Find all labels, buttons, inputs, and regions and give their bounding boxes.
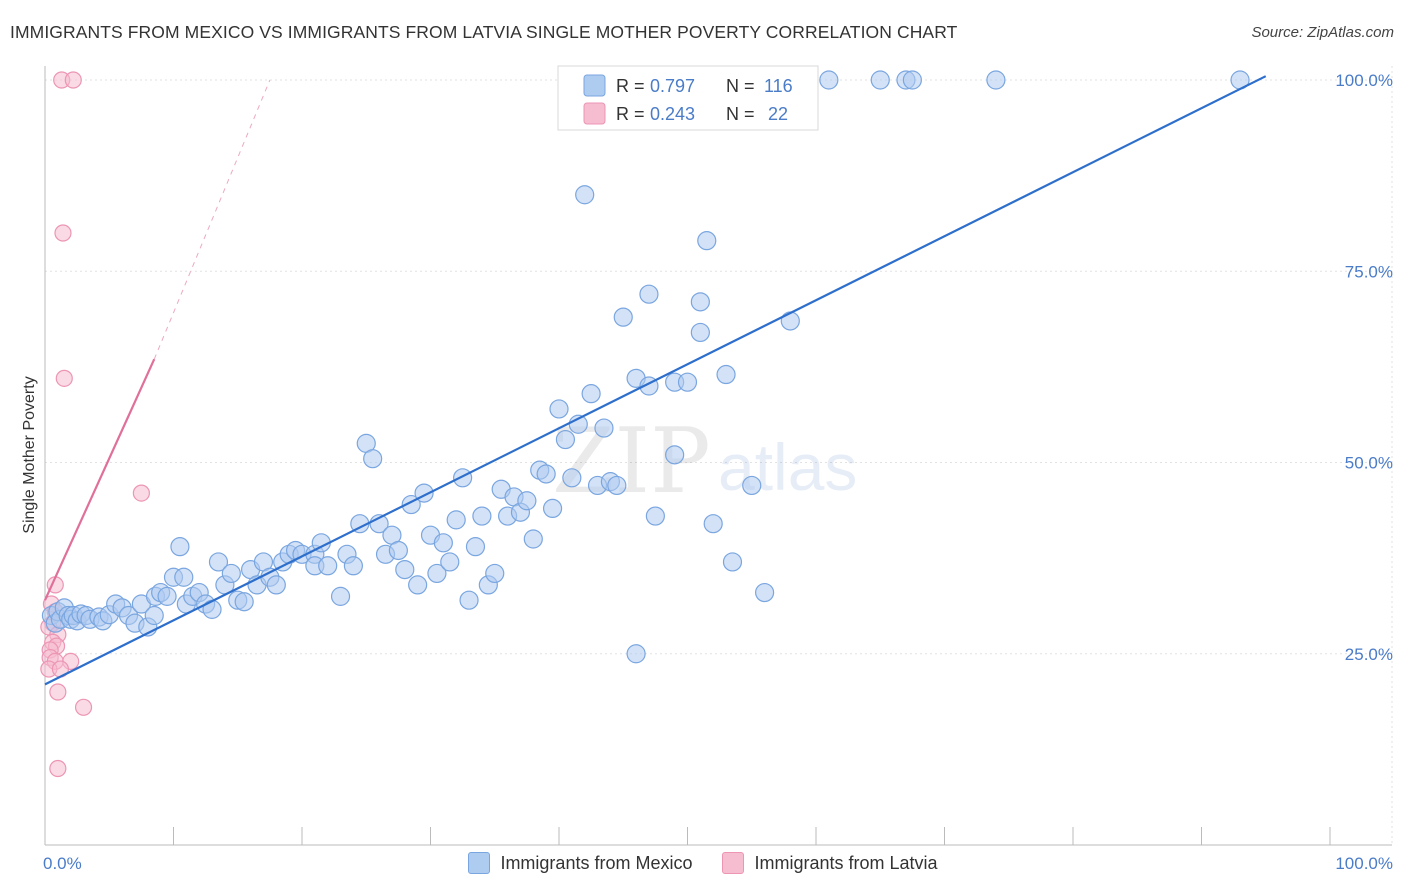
legend-r-value-latvia: 0.243: [650, 104, 695, 124]
mexico-point: [221, 563, 241, 584]
mexico-point: [234, 592, 254, 612]
mexico-point: [819, 70, 839, 90]
mexico-point: [742, 475, 762, 496]
mexico-point: [639, 284, 659, 304]
mexico-point: [363, 449, 383, 469]
trendlines: [43, 75, 1267, 686]
mexico-point: [722, 552, 743, 572]
source-credit: Source: ZipAtlas.com: [1251, 24, 1394, 41]
mexico-point: [343, 556, 363, 576]
mexico-point: [174, 567, 194, 587]
mexico-point: [395, 559, 415, 580]
latvia-point: [132, 484, 150, 502]
mexico-point: [440, 552, 460, 572]
legend-n-value-mexico: 116: [764, 76, 793, 96]
mexico-point: [697, 231, 717, 251]
mexico-point: [626, 644, 646, 664]
mexico-trendline: [44, 75, 1267, 686]
latvia-point: [64, 71, 82, 89]
chart-title: IMMIGRANTS FROM MEXICO VS IMMIGRANTS FRO…: [10, 22, 958, 42]
legend-marker-latvia: [722, 852, 745, 874]
mexico-point: [986, 70, 1006, 90]
legend-item-mexico: Immigrants from Mexico: [468, 852, 692, 874]
axes: [44, 66, 1392, 846]
mexico-point: [607, 475, 627, 496]
latvia-point: [74, 698, 93, 716]
y-tick-label: 75.0%: [1345, 262, 1393, 281]
mexico-point: [472, 506, 492, 526]
latvia-trendline-extension: [153, 79, 271, 360]
mexico-point: [266, 575, 286, 595]
mexico-point: [459, 590, 479, 610]
legend-item-latvia: Immigrants from Latvia: [722, 852, 938, 874]
mexico-point: [690, 292, 710, 312]
mexico-point: [427, 563, 447, 584]
mexico-point: [555, 429, 576, 450]
latvia-point: [54, 224, 72, 242]
legend-marker-mexico: [468, 852, 491, 874]
mexico-series: [41, 70, 1250, 664]
y-tick-label: 100.0%: [1335, 71, 1393, 90]
series-legend: Immigrants from Mexico Immigrants from L…: [0, 852, 1406, 874]
mexico-point: [594, 418, 614, 438]
mexico-point: [144, 605, 164, 626]
mexico-point: [677, 372, 698, 392]
latvia-point: [49, 759, 67, 778]
legend-n-label-mexico: N =: [726, 76, 755, 96]
mexico-point: [453, 468, 473, 488]
tick-labels: 25.0% 50.0% 75.0% 100.0% 0.0% 100.0%: [43, 71, 1393, 873]
mexico-point: [902, 70, 922, 90]
mexico-point: [388, 540, 408, 561]
mexico-point: [485, 563, 505, 584]
mexico-point: [446, 510, 466, 530]
mexico-point: [645, 506, 665, 526]
mexico-point: [208, 552, 229, 572]
mexico-point: [690, 322, 710, 343]
mexico-point: [754, 582, 775, 603]
mexico-point: [581, 384, 601, 404]
x-tick-label: 100.0%: [1335, 854, 1393, 873]
latvia-point: [55, 369, 73, 387]
legend-r-label-mexico: R =: [616, 76, 645, 96]
mexico-point: [780, 311, 800, 331]
mexico-point: [433, 533, 453, 553]
mexico-point: [549, 399, 569, 419]
latvia-trendline: [43, 358, 156, 601]
legend-label-latvia: Immigrants from Latvia: [754, 852, 938, 873]
mexico-point: [562, 468, 582, 488]
mexico-point: [870, 70, 890, 90]
mexico-point: [703, 514, 723, 534]
mexico-point: [157, 586, 177, 606]
legend-swatch-latvia: [583, 102, 606, 125]
mexico-point: [170, 537, 190, 557]
mexico-point: [330, 586, 351, 606]
latvia-series: [40, 71, 150, 778]
stats-legend: R = 0.797 N = 116 R = 0.243 N = 22: [557, 65, 819, 131]
legend-r-label-latvia: R =: [616, 104, 645, 124]
mexico-point: [665, 445, 685, 465]
legend-label-mexico: Immigrants from Mexico: [500, 852, 693, 873]
latvia-point: [49, 683, 67, 701]
x-tick-label: 0.0%: [43, 854, 82, 873]
y-tick-label: 25.0%: [1345, 645, 1393, 664]
legend-r-value-mexico: 0.797: [650, 76, 695, 96]
y-tick-label: 50.0%: [1345, 454, 1393, 473]
mexico-point: [465, 537, 486, 557]
legend-swatch-mexico: [583, 74, 606, 97]
mexico-point: [575, 185, 595, 205]
watermark-atlas: atlas: [718, 430, 857, 504]
legend-n-label-latvia: N =: [726, 104, 755, 124]
mexico-point: [613, 307, 633, 327]
mexico-point: [318, 556, 338, 576]
mexico-point: [716, 364, 736, 385]
legend-n-value-latvia: 22: [768, 104, 788, 124]
mexico-point: [408, 575, 428, 595]
mexico-point: [523, 529, 543, 549]
mexico-point: [536, 464, 556, 484]
mexico-point: [517, 491, 537, 511]
mexico-point: [542, 498, 563, 518]
